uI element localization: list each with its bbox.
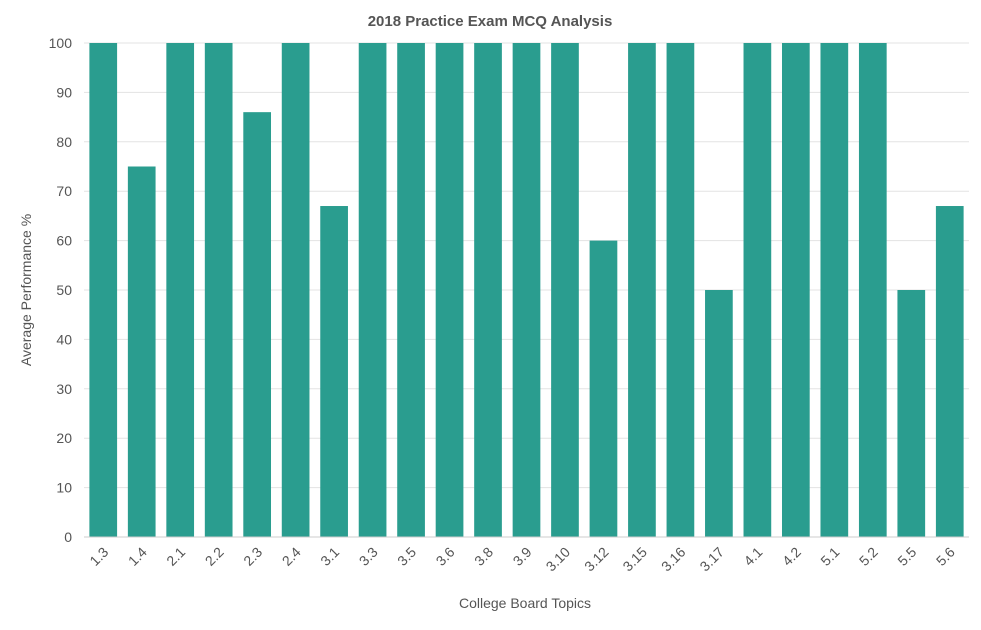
bars — [89, 43, 964, 538]
x-tick-label: 3.15 — [619, 544, 650, 575]
x-tick-label: 4.1 — [740, 544, 765, 569]
y-axis-ticks: 0 10 20 30 40 50 60 70 80 90 100 — [49, 35, 73, 545]
x-tick-label: 1.4 — [125, 544, 150, 569]
x-tick-label: 3.6 — [433, 544, 458, 569]
x-axis-ticks: 1.3 1.4 2.1 2.2 2.3 2.4 3.1 3.3 3.5 3.6 3.8 3.9 3.10… — [86, 544, 958, 575]
y-tick-label: 60 — [56, 233, 72, 249]
bar-3.17[interactable] — [705, 290, 733, 537]
y-tick-label: 0 — [64, 529, 72, 545]
bar-2.1[interactable] — [166, 43, 195, 537]
x-tick-label: 5.5 — [894, 544, 919, 569]
y-tick-label: 50 — [56, 282, 72, 298]
x-tick-label: 2.1 — [163, 544, 188, 569]
x-tick-label: 3.9 — [510, 544, 535, 569]
x-tick-label: 5.6 — [933, 544, 958, 569]
bar-3.5[interactable] — [397, 43, 425, 537]
x-tick-label: 1.3 — [86, 544, 111, 569]
y-tick-label: 30 — [56, 381, 72, 397]
bar-4.1[interactable] — [743, 43, 772, 537]
y-tick-label: 10 — [56, 480, 72, 496]
x-tick-label: 3.5 — [394, 544, 419, 569]
y-axis-label: Average Performance % — [18, 214, 34, 366]
x-tick-label: 2.4 — [279, 544, 304, 569]
bar-3.3[interactable] — [358, 43, 387, 537]
bar-3.12[interactable] — [589, 240, 618, 537]
bar-2.2[interactable] — [204, 43, 233, 537]
bar-5.5[interactable] — [897, 290, 926, 537]
bar-2.4[interactable] — [281, 43, 310, 537]
bar-3.1[interactable] — [320, 206, 348, 537]
y-tick-label: 20 — [56, 430, 72, 446]
bar-1.4[interactable] — [127, 166, 156, 538]
x-tick-label: 3.8 — [471, 544, 496, 569]
x-tick-label: 3.1 — [317, 544, 342, 569]
x-tick-label: 3.12 — [581, 544, 612, 575]
x-tick-label: 3.17 — [696, 544, 727, 575]
chart-title: 2018 Practice Exam MCQ Analysis — [368, 13, 613, 30]
bar-4.2[interactable] — [781, 43, 810, 537]
y-tick-label: 80 — [56, 134, 72, 150]
bar-2.3[interactable] — [243, 112, 272, 537]
bar-3.6[interactable] — [435, 43, 464, 537]
x-tick-label: 3.16 — [658, 544, 689, 575]
y-tick-label: 40 — [56, 331, 72, 347]
y-tick-label: 70 — [56, 183, 72, 199]
x-tick-label: 2.2 — [202, 544, 227, 569]
x-tick-label: 3.10 — [543, 544, 574, 575]
bar-5.6[interactable] — [935, 206, 964, 537]
bar-3.9[interactable] — [512, 43, 541, 537]
bar-3.15[interactable] — [628, 43, 656, 537]
bar-1.3[interactable] — [89, 43, 118, 537]
x-axis-label: College Board Topics — [459, 595, 591, 611]
bar-5.1[interactable] — [820, 43, 849, 537]
y-tick-label: 100 — [49, 35, 73, 51]
x-tick-label: 2.3 — [240, 544, 265, 569]
y-tick-label: 90 — [56, 84, 72, 100]
x-tick-label: 5.2 — [856, 544, 881, 569]
x-tick-label: 4.2 — [779, 544, 804, 569]
bar-3.16[interactable] — [666, 43, 695, 537]
bar-3.8[interactable] — [474, 43, 502, 537]
bar-5.2[interactable] — [858, 43, 887, 537]
x-tick-label: 3.3 — [356, 544, 381, 569]
bar-3.10[interactable] — [551, 43, 579, 537]
x-tick-label: 5.1 — [817, 544, 842, 569]
